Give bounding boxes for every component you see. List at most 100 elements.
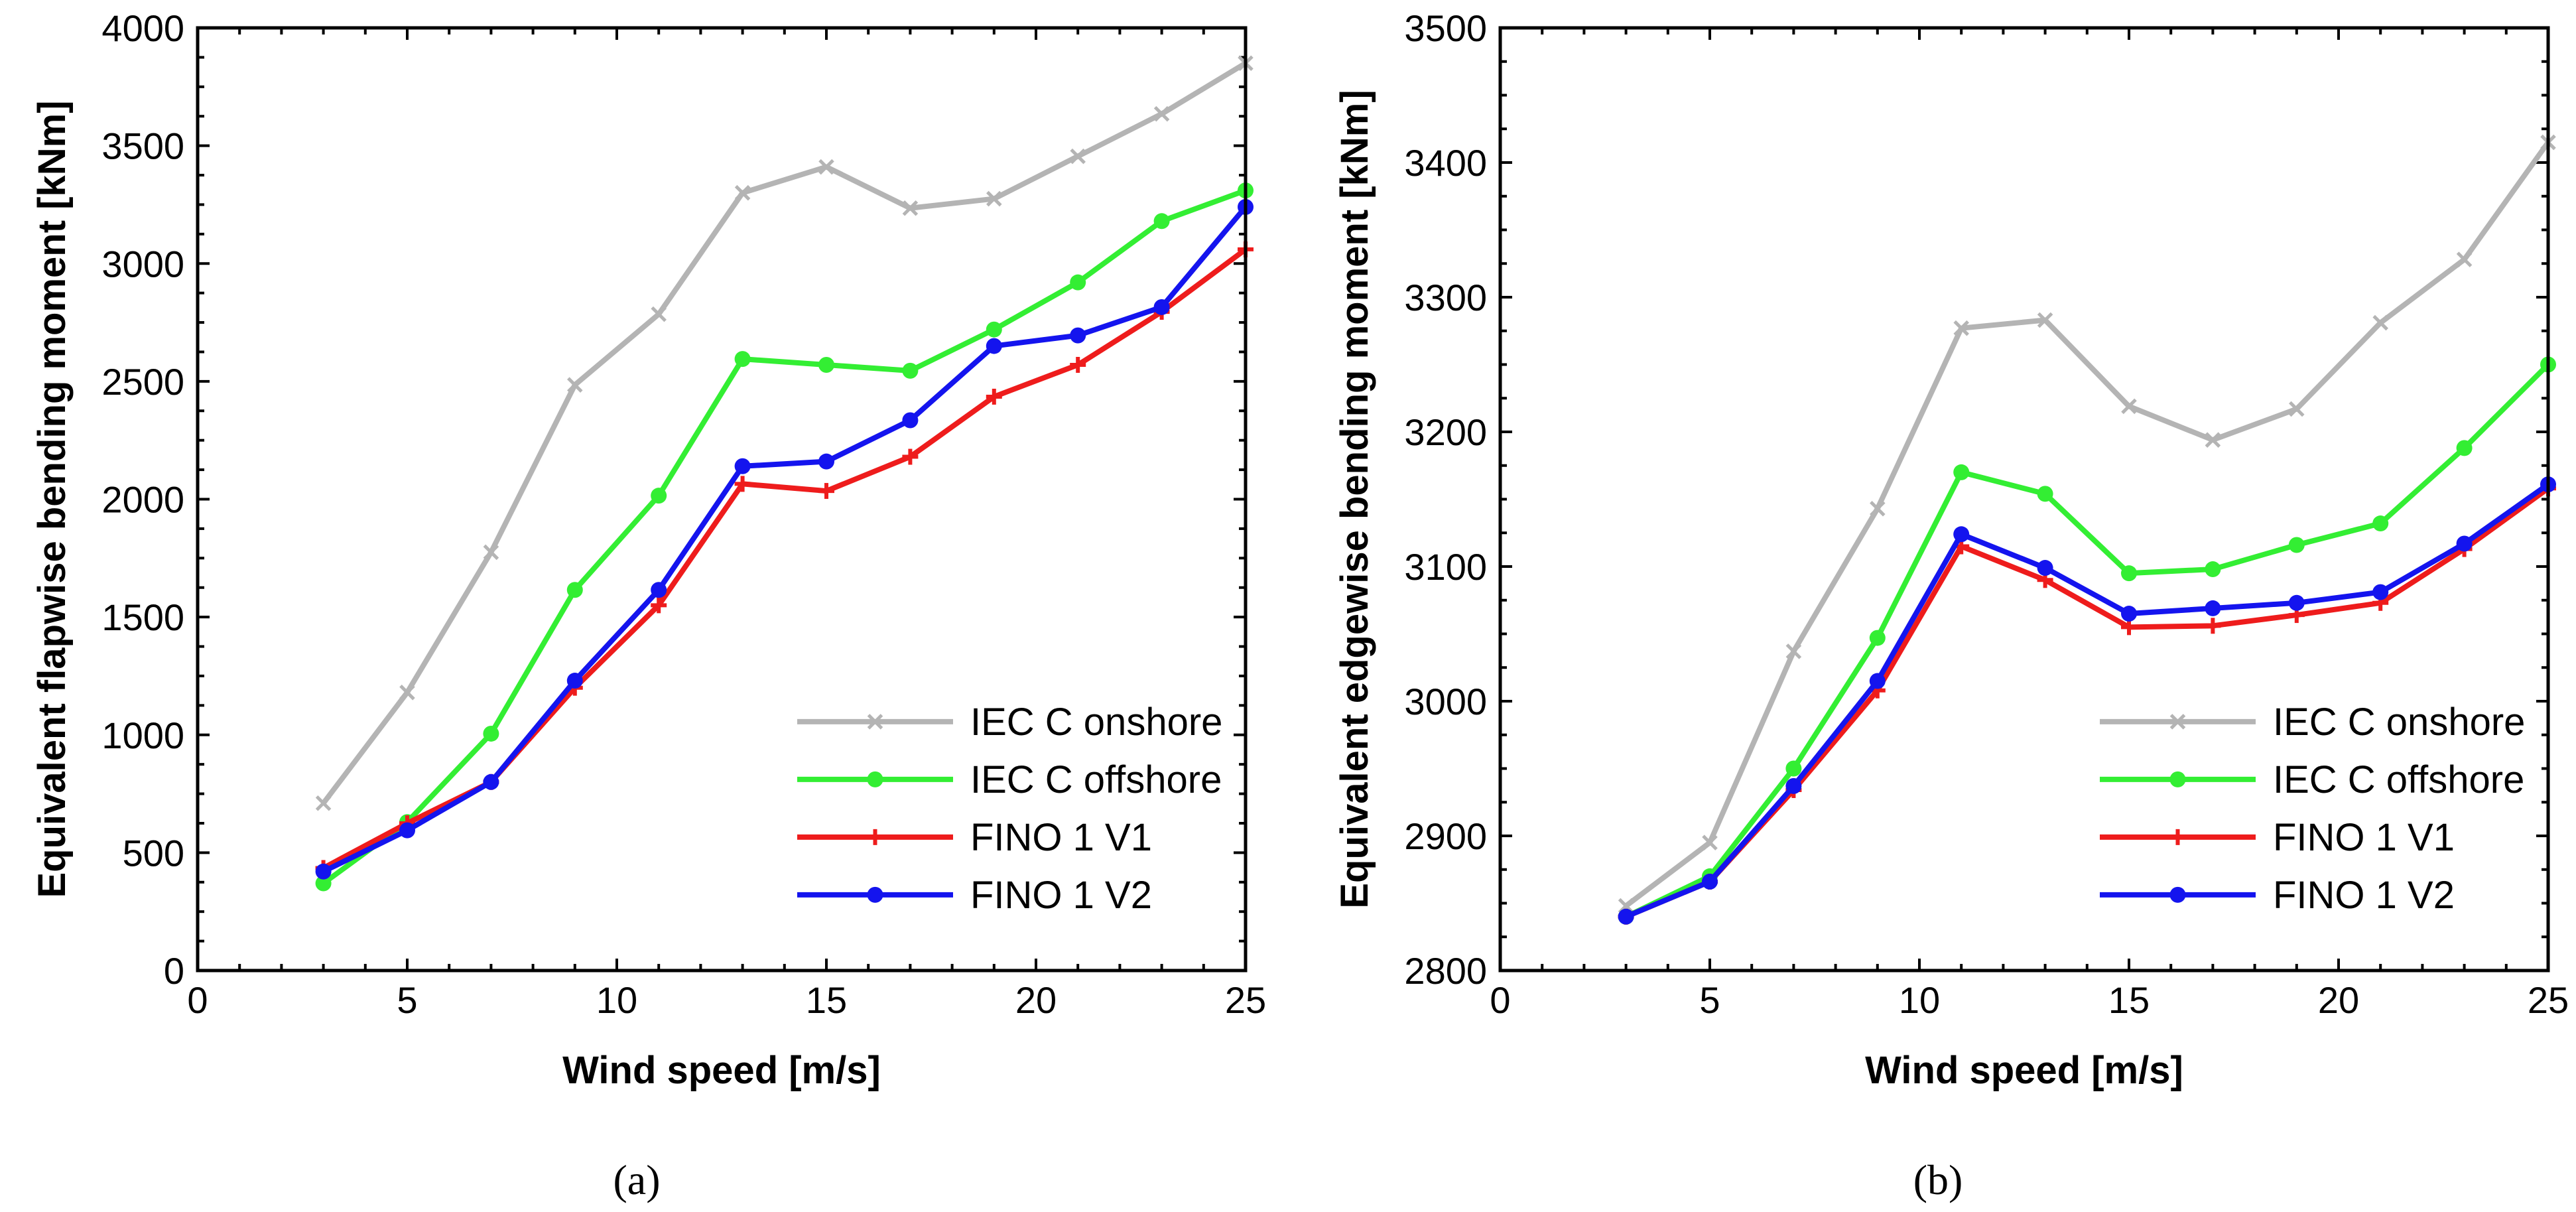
legend-label: IEC C onshore [970, 701, 1222, 744]
data-point-d2 [2205, 432, 2221, 448]
y-tick-label: 500 [123, 832, 184, 874]
data-point [1153, 213, 1170, 230]
data-point [2205, 432, 2221, 448]
data-point [2289, 401, 2305, 417]
x-axis-title: Wind speed [m/s] [562, 1049, 881, 1092]
y-tick-label: 3100 [1404, 546, 1487, 588]
data-point [2288, 594, 2305, 611]
series-0 [1618, 134, 2556, 914]
data-point [2372, 584, 2389, 600]
data-point [734, 351, 751, 368]
data-point-d2 [2121, 398, 2137, 415]
x-tick-label: 0 [187, 979, 208, 1021]
y-tick-label: 2500 [101, 361, 184, 403]
data-point [399, 822, 415, 839]
y-tick-label: 3000 [101, 243, 184, 285]
data-point-d2 [734, 184, 751, 201]
data-point [651, 488, 667, 504]
data-point [2121, 565, 2137, 582]
y-axis-title: Equivalent edgewise bending moment [kNm] [1333, 90, 1376, 908]
data-point [818, 453, 834, 470]
legend-label: FINO 1 V1 [2273, 816, 2455, 859]
data-point [315, 875, 332, 892]
data-point [315, 863, 332, 880]
x-tick-label: 20 [2318, 979, 2359, 1021]
y-tick-label: 3400 [1404, 142, 1487, 184]
legend-label: FINO 1 V2 [970, 874, 1152, 917]
y-tick-label: 1500 [101, 596, 184, 638]
y-tick-label: 3300 [1404, 277, 1487, 318]
series-group [315, 55, 1254, 892]
data-point [651, 582, 667, 598]
data-point-d2 [1785, 643, 1802, 659]
data-point [1070, 327, 1086, 344]
data-point-d2 [1153, 105, 1170, 122]
data-point [567, 377, 583, 393]
series-3 [315, 198, 1254, 880]
data-point [1870, 500, 1886, 517]
data-point [818, 159, 834, 175]
y-tick-label: 3200 [1404, 411, 1487, 453]
data-point [1953, 320, 1969, 336]
legend-marker [2169, 829, 2186, 845]
panel-b: 0 5 10 15 20 25 2800 2900 3000 3100 3200 3300 3400 35… [1333, 7, 2569, 1203]
legend-marker [2169, 714, 2186, 730]
data-point [2037, 312, 2053, 328]
data-point [1953, 464, 1970, 480]
data-point [1702, 874, 1718, 890]
data-point [1702, 835, 1718, 850]
data-point [1869, 673, 1886, 689]
data-point [1785, 777, 1802, 794]
series-line [322, 188, 1247, 886]
data-point-d2 [2372, 314, 2388, 331]
y-axis-title: Equivalent flapwise bending moment [kNm] [31, 100, 74, 898]
data-point [2456, 440, 2473, 456]
data-point [902, 448, 919, 465]
data-point [2456, 251, 2473, 267]
series-line [1624, 362, 2550, 919]
data-point-d2 [1070, 148, 1086, 165]
panel-caption: (a) [613, 1156, 660, 1203]
legend-marker [2169, 886, 2186, 903]
data-point [1070, 274, 1086, 291]
data-point [2205, 561, 2221, 578]
data-point [2121, 606, 2137, 622]
data-point [902, 362, 919, 379]
data-point [2121, 619, 2137, 636]
y-tick-label: 2000 [101, 479, 184, 521]
x-tick-label: 15 [806, 979, 847, 1021]
x-tick-label: 5 [1699, 979, 1720, 1021]
x-axis-title: Wind speed [m/s] [1865, 1049, 2183, 1092]
x-tick-label: 10 [596, 979, 637, 1021]
legend-marker [867, 829, 883, 845]
data-point-d2 [483, 544, 499, 561]
legend-marker-d2 [867, 714, 883, 730]
data-point [986, 338, 1002, 354]
plot-frame [1498, 26, 2550, 973]
data-point [818, 483, 834, 500]
data-point-d2 [902, 200, 919, 216]
x-tick-label: 10 [1899, 979, 1940, 1021]
series-3 [1618, 476, 2556, 925]
data-point-d2 [315, 795, 332, 811]
data-point [818, 357, 834, 373]
series-line [1624, 141, 2551, 908]
data-point-d2 [986, 190, 1002, 207]
y-tick-label: 2800 [1404, 950, 1487, 992]
axes: 0 5 10 15 20 25 2800 2900 3000 3100 3200 3300 3400 35… [1404, 7, 2569, 1021]
data-point-d2 [1702, 835, 1718, 850]
data-point [1869, 630, 1886, 646]
y-tick-label: 3500 [101, 125, 184, 167]
x-tick-label: 25 [1225, 979, 1266, 1021]
data-point [1953, 526, 1970, 543]
legend-marker [2169, 771, 2186, 787]
axes: 0 5 10 15 20 25 0 500 1000 1500 2000 2500 3000 3500 40… [101, 7, 1266, 1021]
series-line [1625, 482, 2550, 919]
data-point [2121, 398, 2137, 415]
series-0 [315, 55, 1254, 811]
legend-label: IEC C onshore [2273, 701, 2525, 744]
data-point-d2 [1953, 320, 1969, 336]
data-point [1618, 908, 1634, 925]
